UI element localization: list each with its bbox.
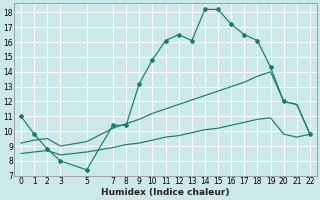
X-axis label: Humidex (Indice chaleur): Humidex (Indice chaleur)	[101, 188, 230, 197]
